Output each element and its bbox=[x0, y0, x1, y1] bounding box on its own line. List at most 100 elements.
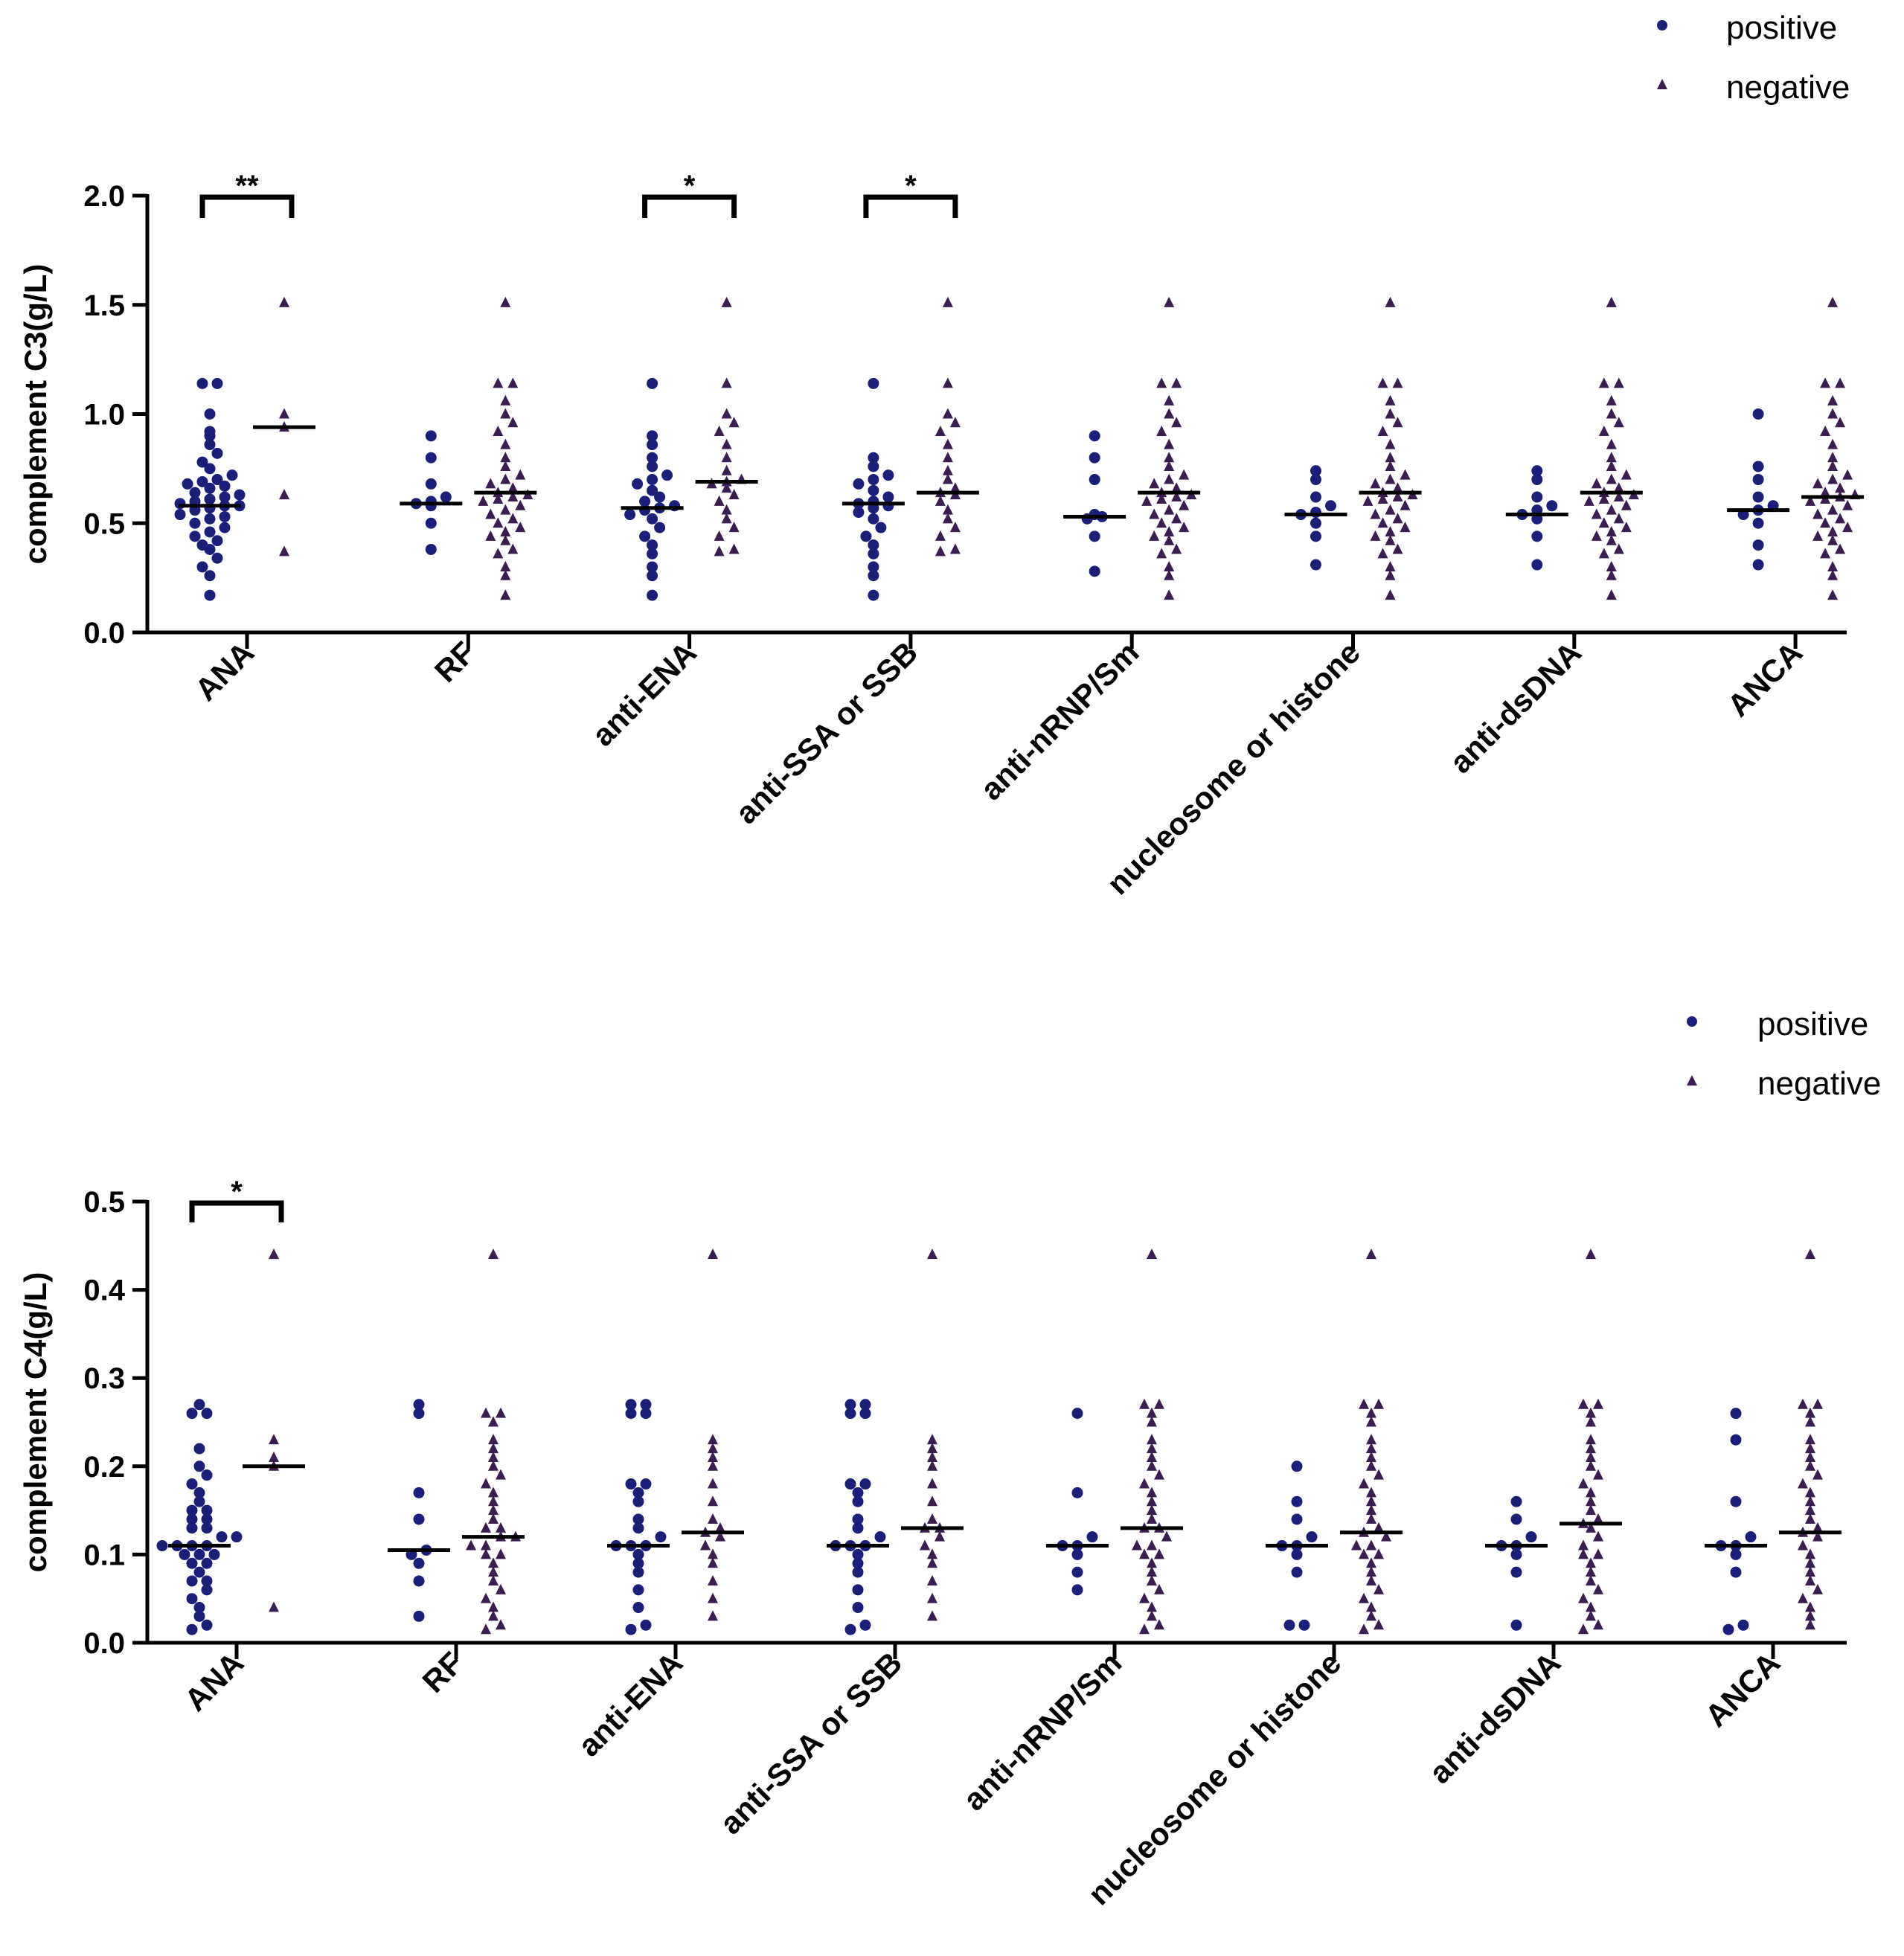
y-tick-label: 2.0 bbox=[83, 180, 125, 213]
data-point-negative bbox=[481, 1478, 491, 1489]
data-point-negative bbox=[488, 1416, 499, 1427]
data-point-negative bbox=[1359, 1478, 1369, 1489]
category-group: anti-nRNP/Sm bbox=[956, 1248, 1183, 1817]
data-point-positive bbox=[201, 1504, 213, 1516]
data-point-positive bbox=[852, 1548, 864, 1560]
legend-negative-marker bbox=[1657, 79, 1667, 89]
data-point-negative bbox=[488, 1434, 499, 1445]
data-point-negative bbox=[1392, 543, 1403, 554]
data-point-negative bbox=[279, 489, 289, 500]
data-point-negative bbox=[1147, 1504, 1157, 1516]
data-point-negative bbox=[942, 464, 953, 475]
data-point-positive bbox=[413, 1399, 425, 1411]
data-point-positive bbox=[182, 478, 193, 490]
data-point-negative bbox=[500, 534, 511, 545]
data-point-negative bbox=[1578, 1478, 1589, 1489]
data-point-negative bbox=[1385, 560, 1396, 571]
data-point-negative bbox=[1827, 473, 1839, 484]
data-point-negative bbox=[1805, 1548, 1815, 1559]
data-point-negative bbox=[714, 545, 725, 557]
data-point-negative bbox=[1586, 1248, 1596, 1260]
data-point-positive bbox=[1730, 1495, 1742, 1507]
data-point-negative bbox=[715, 1530, 725, 1542]
data-point-negative bbox=[728, 489, 740, 500]
data-point-negative bbox=[1805, 1557, 1815, 1568]
data-point-negative bbox=[721, 482, 732, 493]
y-tick-label: 0.1 bbox=[83, 1539, 125, 1571]
data-point-negative bbox=[721, 408, 732, 419]
data-point-negative bbox=[1805, 1610, 1815, 1621]
data-point-positive bbox=[868, 561, 879, 573]
data-point-negative bbox=[493, 377, 504, 388]
data-point-negative bbox=[1366, 1504, 1376, 1516]
data-point-negative bbox=[1805, 1460, 1815, 1471]
data-point-positive bbox=[1310, 474, 1321, 486]
data-point-positive bbox=[1325, 500, 1336, 512]
data-point-negative bbox=[1149, 478, 1160, 489]
data-point-positive bbox=[413, 1610, 425, 1622]
data-point-negative bbox=[1812, 1398, 1823, 1409]
data-point-negative bbox=[927, 1478, 937, 1489]
category-group: RF bbox=[400, 296, 537, 689]
y-tick-label: 0.4 bbox=[83, 1274, 125, 1307]
category-group: ANA bbox=[174, 296, 315, 708]
data-point-positive bbox=[1310, 559, 1321, 571]
data-point-positive bbox=[201, 1408, 213, 1420]
data-point-negative bbox=[1164, 408, 1175, 419]
x-tick-label: ANCA bbox=[1720, 635, 1809, 723]
data-point-positive bbox=[632, 1602, 644, 1614]
data-point-negative bbox=[1370, 530, 1381, 541]
legend-negative-label: negative bbox=[1726, 69, 1850, 106]
data-point-negative bbox=[1147, 1513, 1157, 1524]
data-point-negative bbox=[1812, 508, 1824, 519]
data-point-negative bbox=[515, 499, 526, 510]
data-point-negative bbox=[1381, 1530, 1391, 1542]
data-point-positive bbox=[193, 1602, 205, 1614]
data-point-negative bbox=[1385, 452, 1396, 463]
data-point-positive bbox=[852, 1602, 864, 1614]
data-point-negative bbox=[1366, 1566, 1376, 1577]
data-point-negative bbox=[1805, 1513, 1815, 1524]
data-point-negative bbox=[1593, 1513, 1603, 1524]
data-point-negative bbox=[1827, 525, 1839, 536]
data-point-positive bbox=[1752, 539, 1764, 551]
data-point-negative bbox=[1179, 522, 1190, 533]
data-point-negative bbox=[1139, 1592, 1150, 1603]
data-point-positive bbox=[647, 430, 658, 442]
data-point-positive bbox=[1531, 465, 1543, 477]
data-point-positive bbox=[640, 1408, 652, 1420]
data-point-positive bbox=[859, 1408, 871, 1420]
data-point-negative bbox=[269, 1248, 279, 1260]
data-point-positive bbox=[1510, 1548, 1522, 1560]
data-point-negative bbox=[496, 1619, 506, 1630]
data-point-positive bbox=[1310, 530, 1321, 542]
data-point-negative bbox=[1827, 408, 1839, 419]
data-point-negative bbox=[1613, 482, 1624, 493]
data-point-negative bbox=[1598, 493, 1609, 504]
data-point-negative bbox=[714, 425, 725, 436]
data-point-negative bbox=[1606, 589, 1617, 600]
data-point-negative bbox=[1805, 1434, 1815, 1445]
data-point-negative bbox=[715, 1521, 725, 1533]
data-point-negative bbox=[708, 1513, 718, 1524]
data-point-negative bbox=[1179, 499, 1190, 510]
data-point-negative bbox=[1139, 1548, 1150, 1559]
data-point-negative bbox=[279, 408, 289, 419]
data-point-negative bbox=[927, 1248, 937, 1260]
data-point-negative bbox=[500, 408, 511, 419]
data-point-negative bbox=[1377, 377, 1388, 388]
data-point-positive bbox=[193, 1566, 205, 1578]
data-point-positive bbox=[852, 1557, 864, 1569]
data-point-negative bbox=[942, 452, 953, 463]
data-point-negative bbox=[1400, 499, 1411, 510]
data-point-negative bbox=[1578, 1539, 1589, 1551]
data-point-negative bbox=[1366, 1443, 1376, 1454]
data-point-negative bbox=[500, 296, 511, 307]
x-tick-label: anti-ENA bbox=[571, 1645, 690, 1763]
data-point-positive bbox=[852, 1495, 864, 1507]
data-point-negative bbox=[1359, 1398, 1369, 1409]
data-point-positive bbox=[868, 484, 879, 496]
data-point-negative bbox=[1613, 417, 1624, 428]
data-point-positive bbox=[204, 408, 216, 420]
data-point-positive bbox=[647, 439, 658, 451]
